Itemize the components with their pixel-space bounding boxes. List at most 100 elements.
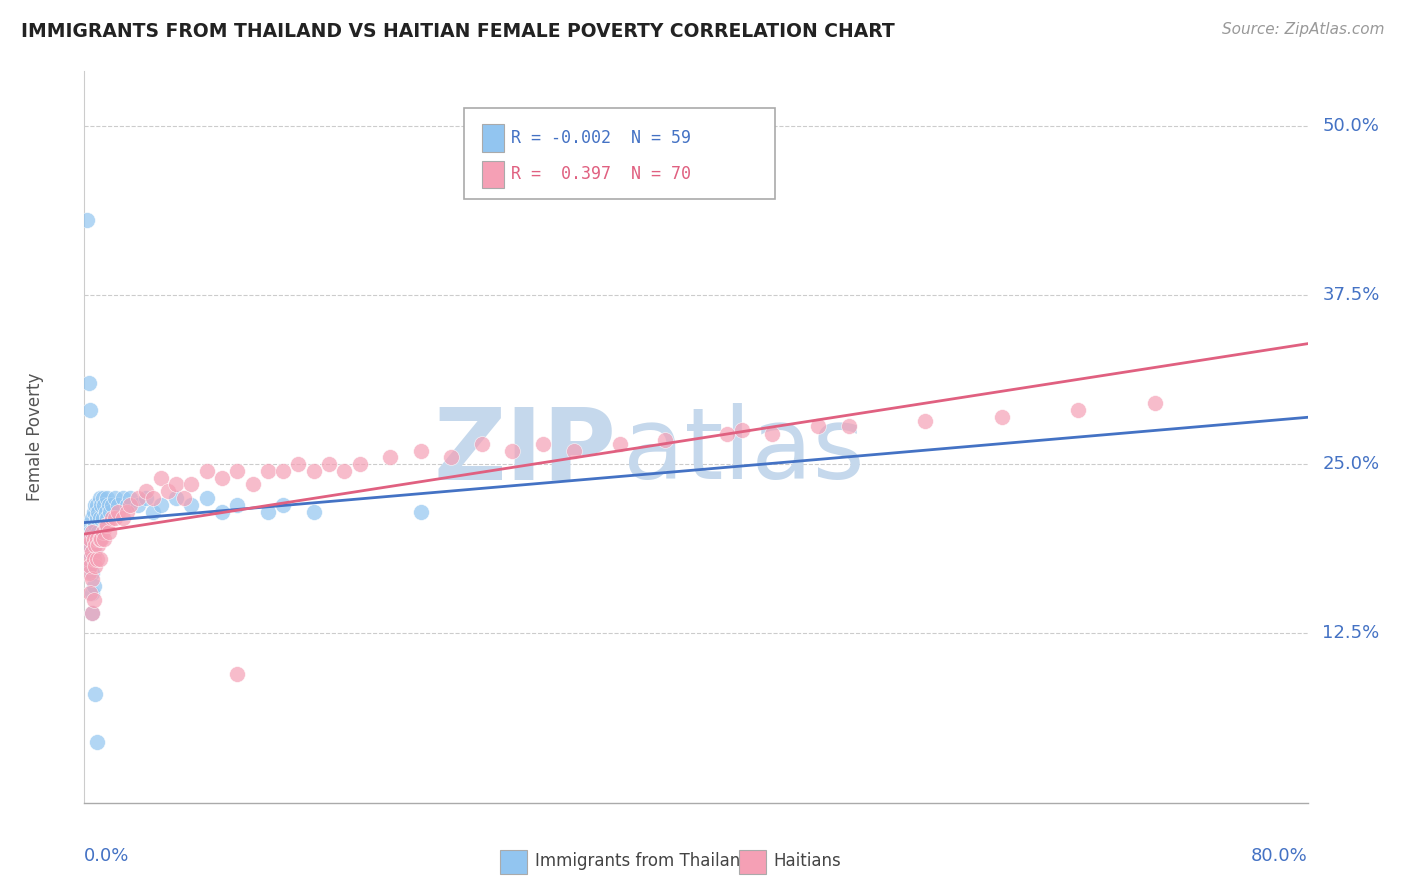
Point (287, 457, 309, 471)
Point (409, 505, 432, 519)
Point (77, 545, 100, 559)
Point (257, 464, 280, 478)
Text: 37.5%: 37.5% (1322, 285, 1379, 304)
Point (97, 498, 120, 512)
Point (135, 484, 157, 499)
Point (127, 498, 149, 512)
Point (84, 688, 107, 702)
Point (80, 524, 103, 539)
Point (531, 437, 554, 451)
Point (84, 498, 107, 512)
Point (104, 511, 127, 525)
Point (271, 498, 294, 512)
Point (83, 545, 105, 559)
Text: IMMIGRANTS FROM THAILAND VS HAITIAN FEMALE POVERTY CORRELATION CHART: IMMIGRANTS FROM THAILAND VS HAITIAN FEMA… (21, 22, 894, 41)
Point (96, 518, 118, 533)
Point (83, 579, 105, 593)
Point (80, 545, 103, 559)
Point (211, 505, 233, 519)
Point (80, 572, 103, 586)
Point (226, 667, 249, 681)
Point (84, 518, 107, 533)
Point (76, 538, 98, 552)
Point (471, 437, 494, 451)
Point (91, 524, 114, 539)
Point (80, 524, 103, 539)
Point (93, 532, 115, 546)
Point (86, 498, 108, 512)
Point (1143, 396, 1166, 410)
Point (991, 409, 1014, 424)
Point (654, 433, 676, 447)
Point (86, 735, 108, 749)
Point (79, 524, 101, 539)
FancyBboxPatch shape (464, 108, 776, 200)
Point (1067, 403, 1090, 417)
Point (86, 552, 108, 566)
Point (83, 552, 105, 566)
Point (135, 491, 157, 505)
Point (90, 532, 112, 546)
Point (79, 403, 101, 417)
Text: 50.0%: 50.0% (1322, 117, 1379, 135)
Point (761, 427, 783, 442)
Point (173, 491, 195, 505)
Point (86, 532, 108, 546)
Point (89, 532, 111, 546)
Text: 25.0%: 25.0% (1322, 455, 1379, 473)
Point (302, 464, 325, 478)
Point (111, 511, 134, 525)
Point (257, 505, 280, 519)
Point (716, 427, 738, 442)
Point (94, 505, 117, 519)
Point (80, 606, 103, 620)
Point (84, 558, 107, 573)
Point (86, 532, 108, 546)
Point (87, 524, 110, 539)
Bar (738, 849, 766, 874)
Point (83, 505, 105, 519)
Point (271, 464, 294, 478)
Point (87, 505, 110, 519)
Point (93, 498, 115, 512)
Point (77, 376, 100, 390)
Point (409, 443, 432, 458)
Point (149, 471, 172, 485)
Text: atlas: atlas (623, 403, 865, 500)
Point (333, 464, 356, 478)
Point (107, 505, 129, 519)
Point (440, 450, 463, 465)
Point (77, 552, 100, 566)
Point (807, 419, 830, 434)
Point (97, 524, 120, 539)
Point (115, 505, 138, 519)
Point (104, 491, 127, 505)
Text: 12.5%: 12.5% (1322, 624, 1379, 642)
Point (165, 477, 187, 491)
Text: Haitians: Haitians (773, 853, 841, 871)
Point (91, 491, 114, 505)
Point (80, 511, 103, 525)
Point (120, 491, 142, 505)
Point (79, 538, 101, 552)
Point (83, 532, 105, 546)
Point (562, 443, 585, 458)
Point (76, 213, 98, 227)
Point (83, 524, 105, 539)
Point (79, 558, 101, 573)
Text: 0.0%: 0.0% (84, 847, 129, 864)
Point (242, 477, 264, 491)
Point (380, 450, 402, 465)
Point (89, 491, 111, 505)
Point (80, 566, 103, 580)
Point (180, 477, 202, 491)
Point (165, 491, 187, 505)
Bar (482, 161, 503, 188)
Point (80, 606, 103, 620)
Point (90, 498, 112, 512)
Point (195, 491, 218, 505)
Point (83, 592, 105, 607)
Point (77, 566, 100, 580)
Point (89, 511, 111, 525)
Point (79, 586, 101, 600)
